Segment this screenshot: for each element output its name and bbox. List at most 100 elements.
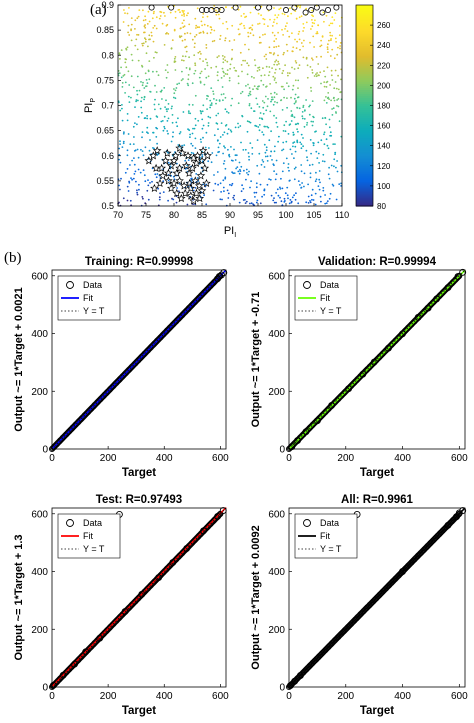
colored-dot xyxy=(260,74,263,77)
colored-dot xyxy=(237,8,240,11)
legend-identity-label: Y = T xyxy=(320,306,342,316)
colored-dot xyxy=(263,74,266,76)
colorbar-segment xyxy=(356,79,373,82)
colored-dot xyxy=(209,26,212,28)
colored-dot xyxy=(151,17,154,20)
colored-dot xyxy=(337,98,340,100)
colored-dot xyxy=(241,184,244,187)
colored-dot xyxy=(134,106,136,108)
colored-dot xyxy=(238,201,241,204)
y-tick-label: 200 xyxy=(268,387,285,398)
colorbar-tick-label: 220 xyxy=(377,61,391,70)
y-tick-label: 0.9 xyxy=(101,0,114,10)
colored-dot xyxy=(331,22,334,25)
colored-dot xyxy=(292,84,295,87)
colored-dot xyxy=(289,148,292,151)
colored-dot xyxy=(294,93,297,96)
colored-dot xyxy=(329,134,331,137)
colored-dot xyxy=(338,183,341,186)
y-tick-label: 400 xyxy=(31,329,48,340)
colored-dot xyxy=(189,32,192,35)
colored-dot xyxy=(329,84,331,86)
colored-dot xyxy=(296,139,299,142)
x-tick-label: 600 xyxy=(451,453,468,464)
colorbar-segment xyxy=(356,123,373,127)
colored-dot xyxy=(130,17,133,19)
colored-dot xyxy=(326,80,329,83)
colored-dot xyxy=(160,120,163,123)
colored-dot xyxy=(285,140,288,143)
colorbar-segment xyxy=(356,93,373,97)
colored-dot xyxy=(238,33,241,36)
colored-dot xyxy=(307,183,309,186)
colored-dot xyxy=(158,196,161,199)
colored-dot xyxy=(268,139,271,142)
star-marker xyxy=(169,156,179,165)
colored-dot xyxy=(119,188,121,191)
colored-dot xyxy=(263,188,266,191)
colored-dot xyxy=(283,88,285,91)
colored-dot xyxy=(270,194,273,197)
colored-dot xyxy=(282,130,285,132)
colored-dot xyxy=(126,119,129,122)
colored-dot xyxy=(153,56,155,59)
colored-dot xyxy=(181,9,184,12)
colored-dot xyxy=(253,85,256,87)
colored-dot xyxy=(201,118,204,121)
colored-dot xyxy=(192,203,194,206)
colored-dot xyxy=(167,103,170,105)
colored-dot xyxy=(309,200,311,202)
colored-dot xyxy=(256,88,259,91)
colored-dot xyxy=(300,133,303,136)
colored-dot xyxy=(154,84,156,87)
colored-dot xyxy=(288,35,291,38)
colored-dot xyxy=(292,145,294,148)
colored-dot xyxy=(263,143,266,146)
colored-dot xyxy=(310,152,312,155)
star-marker xyxy=(197,156,207,165)
data-point xyxy=(215,512,222,519)
colored-dot xyxy=(309,104,311,107)
colored-dot xyxy=(176,83,179,86)
colored-dot xyxy=(232,159,234,162)
colored-dot xyxy=(246,73,249,76)
colored-dot xyxy=(121,119,124,122)
colorbar-segment xyxy=(356,103,373,107)
colored-dot xyxy=(253,110,256,112)
colored-dot xyxy=(340,78,342,81)
colored-dot xyxy=(134,19,137,22)
y-tick-label: 0 xyxy=(279,445,285,456)
colored-dot xyxy=(142,9,144,12)
colored-dot xyxy=(202,16,204,19)
colored-dot xyxy=(294,166,297,169)
x-tick-label: 0 xyxy=(286,453,292,464)
colored-dot xyxy=(205,76,208,79)
legend-data-label: Data xyxy=(320,280,339,290)
colored-dot xyxy=(273,201,276,204)
star-marker xyxy=(144,156,154,165)
colored-dot xyxy=(141,150,144,153)
colored-dot xyxy=(253,191,256,194)
colored-dot xyxy=(237,170,240,173)
data-point-outlier xyxy=(155,574,163,582)
colored-dot xyxy=(333,57,336,60)
colored-dot xyxy=(222,58,225,60)
colorbar-segment xyxy=(356,57,373,60)
colorbar-segment xyxy=(356,45,373,48)
colored-dot xyxy=(155,91,158,93)
colored-dot xyxy=(165,99,167,102)
colored-dot xyxy=(135,180,137,183)
colored-dot xyxy=(239,51,242,54)
colored-dot xyxy=(319,45,322,48)
colorbar-segment xyxy=(356,191,373,195)
colored-dot xyxy=(273,46,275,49)
colored-dot xyxy=(144,19,147,21)
colored-dot xyxy=(315,56,318,58)
colored-dot xyxy=(153,10,155,13)
colored-dot xyxy=(191,144,194,147)
colored-dot xyxy=(227,197,230,199)
colored-dot xyxy=(144,72,147,75)
colorbar-segment xyxy=(356,165,373,169)
colored-dot xyxy=(262,34,264,36)
colorbar-segment xyxy=(356,145,373,149)
